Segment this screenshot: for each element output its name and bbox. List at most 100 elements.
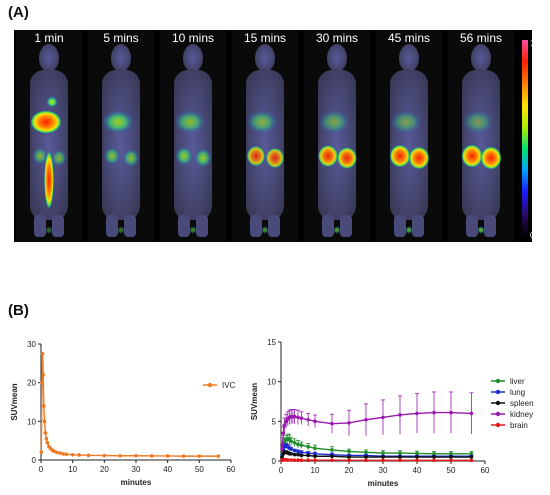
data-point xyxy=(299,443,304,447)
pet-scan-images: 1 min 5 mins 10 mins 15 mins 30 mins 45 mins 5… xyxy=(16,30,539,242)
x-tick-label: 10 xyxy=(68,465,77,474)
pet-kidney-uptake xyxy=(389,144,411,168)
x-tick-label: 20 xyxy=(100,465,109,474)
pet-head xyxy=(471,44,491,72)
x-tick-label: 10 xyxy=(311,466,320,475)
data-point xyxy=(42,404,46,408)
pet-kidney-uptake xyxy=(103,146,121,166)
data-point xyxy=(39,450,44,455)
pet-leg xyxy=(466,215,478,237)
series-IVC xyxy=(39,351,221,458)
x-tick-label: 60 xyxy=(227,465,236,474)
data-point xyxy=(313,446,317,451)
data-point xyxy=(286,458,290,462)
pet-time-label: 56 mins xyxy=(460,31,502,45)
data-point xyxy=(398,451,402,455)
data-point xyxy=(43,431,48,435)
y-tick-label: 0 xyxy=(272,457,277,466)
pet-leg xyxy=(484,215,496,237)
pet-kidney-uptake xyxy=(265,147,285,169)
data-point xyxy=(432,458,436,463)
colorbar-max-label: 10 xyxy=(530,39,532,48)
pet-kidney-uptake xyxy=(480,146,502,170)
pet-leg xyxy=(196,215,208,237)
series-kidney xyxy=(280,391,474,454)
legend-marker xyxy=(495,422,501,428)
y-tick-label: 10 xyxy=(27,417,36,426)
pet-leg xyxy=(412,215,424,237)
pet-kidney-uptake xyxy=(194,148,212,168)
pet-time-label: 45 mins xyxy=(388,31,430,45)
data-point xyxy=(469,411,474,416)
data-point xyxy=(296,452,300,457)
pet-time-label: 10 mins xyxy=(172,31,214,45)
pet-torso xyxy=(462,70,500,220)
legend-marker xyxy=(495,378,501,384)
pet-kidney-uptake xyxy=(175,146,193,166)
x-axis-label: minutes xyxy=(368,479,399,488)
pet-frame: 5 mins xyxy=(88,30,154,242)
legend-label: IVC xyxy=(222,381,236,390)
pet-leg xyxy=(124,215,136,237)
pet-bladder-uptake xyxy=(477,226,485,234)
data-point xyxy=(381,415,385,420)
data-point xyxy=(292,452,297,457)
pet-kidney-uptake xyxy=(317,144,339,168)
pet-kidney-uptake xyxy=(336,146,358,170)
y-tick-label: 10 xyxy=(267,378,276,387)
data-point xyxy=(296,458,300,463)
data-point xyxy=(381,451,385,455)
x-tick-label: 50 xyxy=(195,465,204,474)
pet-liver-uptake xyxy=(462,110,494,134)
x-tick-label: 30 xyxy=(132,465,141,474)
legend-marker xyxy=(495,400,501,406)
data-point xyxy=(415,411,419,416)
x-tick-label: 40 xyxy=(413,466,422,475)
pet-leg xyxy=(394,215,406,237)
y-axis-label: SUVmean xyxy=(10,383,19,420)
data-point xyxy=(70,452,75,457)
data-point xyxy=(150,454,154,458)
data-point xyxy=(330,421,334,426)
data-point xyxy=(415,455,419,459)
legend-label: brain xyxy=(510,421,528,430)
pet-head xyxy=(111,44,131,72)
data-point xyxy=(299,458,304,463)
series-line xyxy=(281,411,472,450)
data-point xyxy=(44,436,49,441)
ivc-chart: 0 10 20 30 40 50 60 0 10 20 30 minutes SUVmean IVC xyxy=(10,340,236,487)
data-point xyxy=(347,449,351,454)
data-point xyxy=(449,458,453,463)
data-point xyxy=(299,450,304,455)
pet-liver-uptake xyxy=(390,110,422,134)
data-point xyxy=(449,455,453,459)
data-point xyxy=(364,458,368,463)
data-point xyxy=(41,373,46,377)
data-point xyxy=(45,440,50,445)
pet-liver-uptake xyxy=(246,110,278,134)
pet-scan-strip: 1 min 5 mins 10 mins 15 mins 30 mins 45 mins 5… xyxy=(14,30,539,242)
pet-torso xyxy=(246,70,284,220)
data-point xyxy=(398,413,402,417)
data-point xyxy=(280,447,284,451)
data-point xyxy=(64,452,69,456)
panel-a-label: (A) xyxy=(8,4,29,21)
pet-heart-uptake xyxy=(46,96,58,108)
pet-bladder-uptake xyxy=(333,226,341,234)
pet-leg xyxy=(106,215,118,237)
pet-torso xyxy=(30,70,68,220)
pet-torso xyxy=(318,70,356,220)
pet-kidney-uptake xyxy=(122,148,140,168)
pet-frame: 30 mins xyxy=(304,30,370,242)
data-point xyxy=(292,458,297,463)
pet-head xyxy=(399,44,419,72)
data-point xyxy=(296,442,300,447)
pet-bladder-uptake xyxy=(261,226,269,234)
data-point xyxy=(61,452,65,456)
data-point xyxy=(292,448,297,453)
pet-bladder-uptake xyxy=(45,226,53,234)
series-line xyxy=(281,459,472,462)
pet-torso xyxy=(174,70,212,220)
data-point xyxy=(415,451,419,456)
pet-leg xyxy=(268,215,280,237)
